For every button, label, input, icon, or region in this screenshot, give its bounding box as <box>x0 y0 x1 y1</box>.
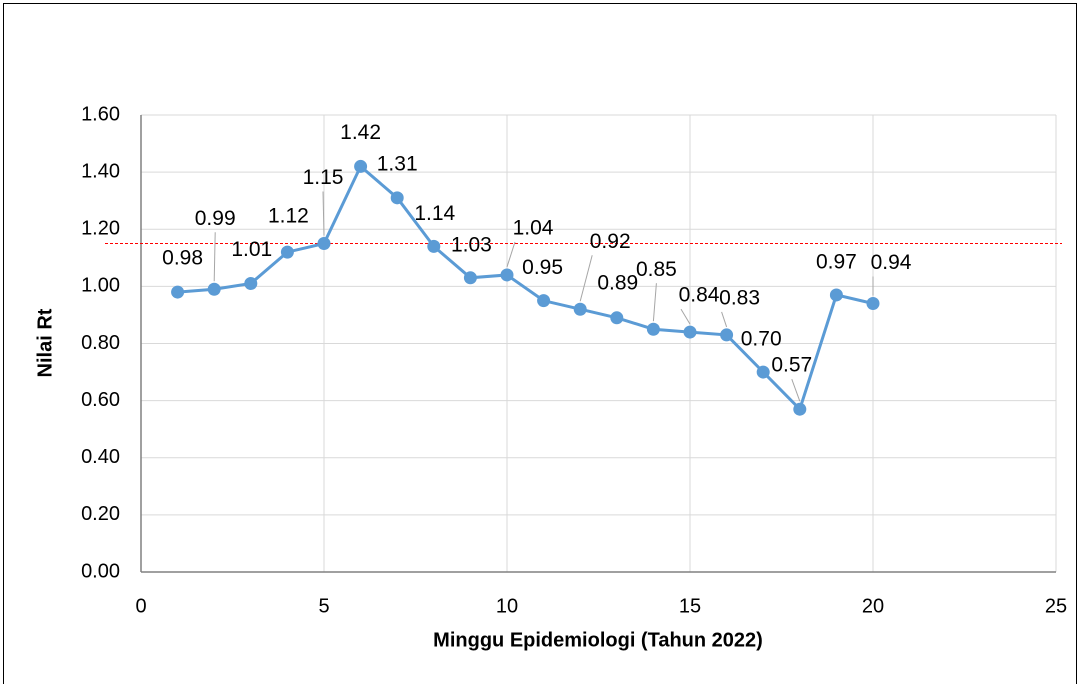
leader-line <box>579 255 593 302</box>
data-label: 1.03 <box>451 233 492 256</box>
data-label: 0.89 <box>597 271 638 294</box>
data-label: 0.85 <box>636 258 677 281</box>
point <box>646 322 660 336</box>
x-tick-label: 5 <box>318 595 329 617</box>
data-label: 1.04 <box>513 216 554 239</box>
x-axis-label: Minggu Epidemiologi (Tahun 2022) <box>433 629 763 651</box>
y-axis-label: Nilai Rt <box>34 308 56 377</box>
point <box>537 294 551 308</box>
x-tick-label: 25 <box>1045 595 1067 617</box>
point <box>866 297 880 311</box>
point <box>720 328 734 342</box>
point <box>317 237 331 251</box>
data-label: 0.92 <box>590 230 631 253</box>
data-label: 1.42 <box>340 121 381 144</box>
point <box>171 285 185 299</box>
data-label: 1.15 <box>303 166 344 189</box>
y-tick-label: 1.40 <box>81 160 120 182</box>
chart-border <box>3 3 1077 689</box>
x-tick-label: 20 <box>862 595 884 617</box>
point <box>244 277 258 291</box>
data-label: 0.94 <box>871 251 912 274</box>
point <box>500 268 514 282</box>
point <box>793 402 807 416</box>
y-tick-label: 0.40 <box>81 446 120 468</box>
y-tick-label: 1.20 <box>81 218 120 240</box>
point <box>610 311 624 325</box>
data-label: 0.99 <box>195 207 236 230</box>
y-tick-label: 0.00 <box>81 560 120 582</box>
point <box>280 245 294 259</box>
leader-line <box>652 283 657 322</box>
data-label: 1.14 <box>414 202 455 225</box>
point <box>390 191 404 205</box>
data-label: 1.01 <box>231 238 272 261</box>
point <box>463 271 477 285</box>
y-tick-label: 1.00 <box>81 275 120 297</box>
x-tick-label: 0 <box>135 595 146 617</box>
data-label: 0.57 <box>771 354 812 377</box>
x-tick-label: 10 <box>496 595 518 617</box>
leader-line <box>791 379 801 402</box>
data-label: 1.12 <box>268 205 309 228</box>
leader-line <box>213 232 216 282</box>
data-label: 0.83 <box>719 286 760 309</box>
leader-line <box>322 191 325 236</box>
y-tick-label: 0.60 <box>81 389 120 411</box>
y-tick-label: 0.80 <box>81 332 120 354</box>
data-label: 0.97 <box>816 250 857 273</box>
data-label: 0.70 <box>741 328 782 351</box>
point <box>829 288 843 302</box>
point <box>207 282 221 296</box>
data-label: 1.31 <box>377 152 418 175</box>
y-tick-label: 0.20 <box>81 503 120 525</box>
data-label: 0.98 <box>162 247 203 270</box>
point <box>427 239 441 253</box>
data-label: 0.84 <box>679 284 720 307</box>
x-tick-label: 15 <box>679 595 701 617</box>
point <box>354 159 368 173</box>
point <box>756 365 770 379</box>
y-tick-label: 1.60 <box>81 103 120 125</box>
point <box>573 302 587 316</box>
leader-line <box>721 311 728 328</box>
point <box>683 325 697 339</box>
leader-line <box>680 308 691 325</box>
leader-line <box>506 241 516 268</box>
data-label: 0.95 <box>522 256 563 279</box>
